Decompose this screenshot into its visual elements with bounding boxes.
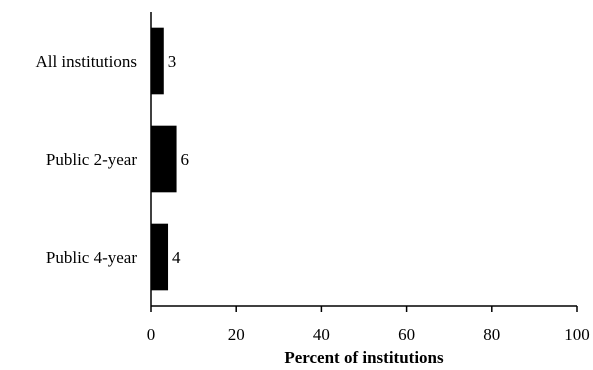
bars [151, 27, 177, 291]
bar [151, 223, 169, 291]
category-label: Public 2-year [46, 150, 137, 169]
x-tick-label: 80 [483, 325, 500, 344]
data-labels: 3 6 4 [168, 52, 189, 267]
x-tick-label: 0 [147, 325, 156, 344]
x-axis-title: Percent of institutions [284, 348, 444, 367]
data-label: 6 [181, 150, 190, 169]
x-tick-label: 20 [228, 325, 245, 344]
x-tick-label: 40 [313, 325, 330, 344]
data-label: 4 [172, 248, 181, 267]
plot-area: 0 20 40 60 80 100 All institutions Public 2-ye… [35, 12, 590, 344]
x-tick-label: 100 [564, 325, 590, 344]
bar [151, 125, 177, 193]
bar [151, 27, 164, 95]
category-label: All institutions [35, 52, 137, 71]
data-label: 3 [168, 52, 177, 71]
x-axis-ticks: 0 20 40 60 80 100 [147, 306, 590, 344]
category-labels: All institutions Public 2-year Public 4-ye… [35, 52, 137, 267]
x-tick-label: 60 [398, 325, 415, 344]
category-label: Public 4-year [46, 248, 137, 267]
